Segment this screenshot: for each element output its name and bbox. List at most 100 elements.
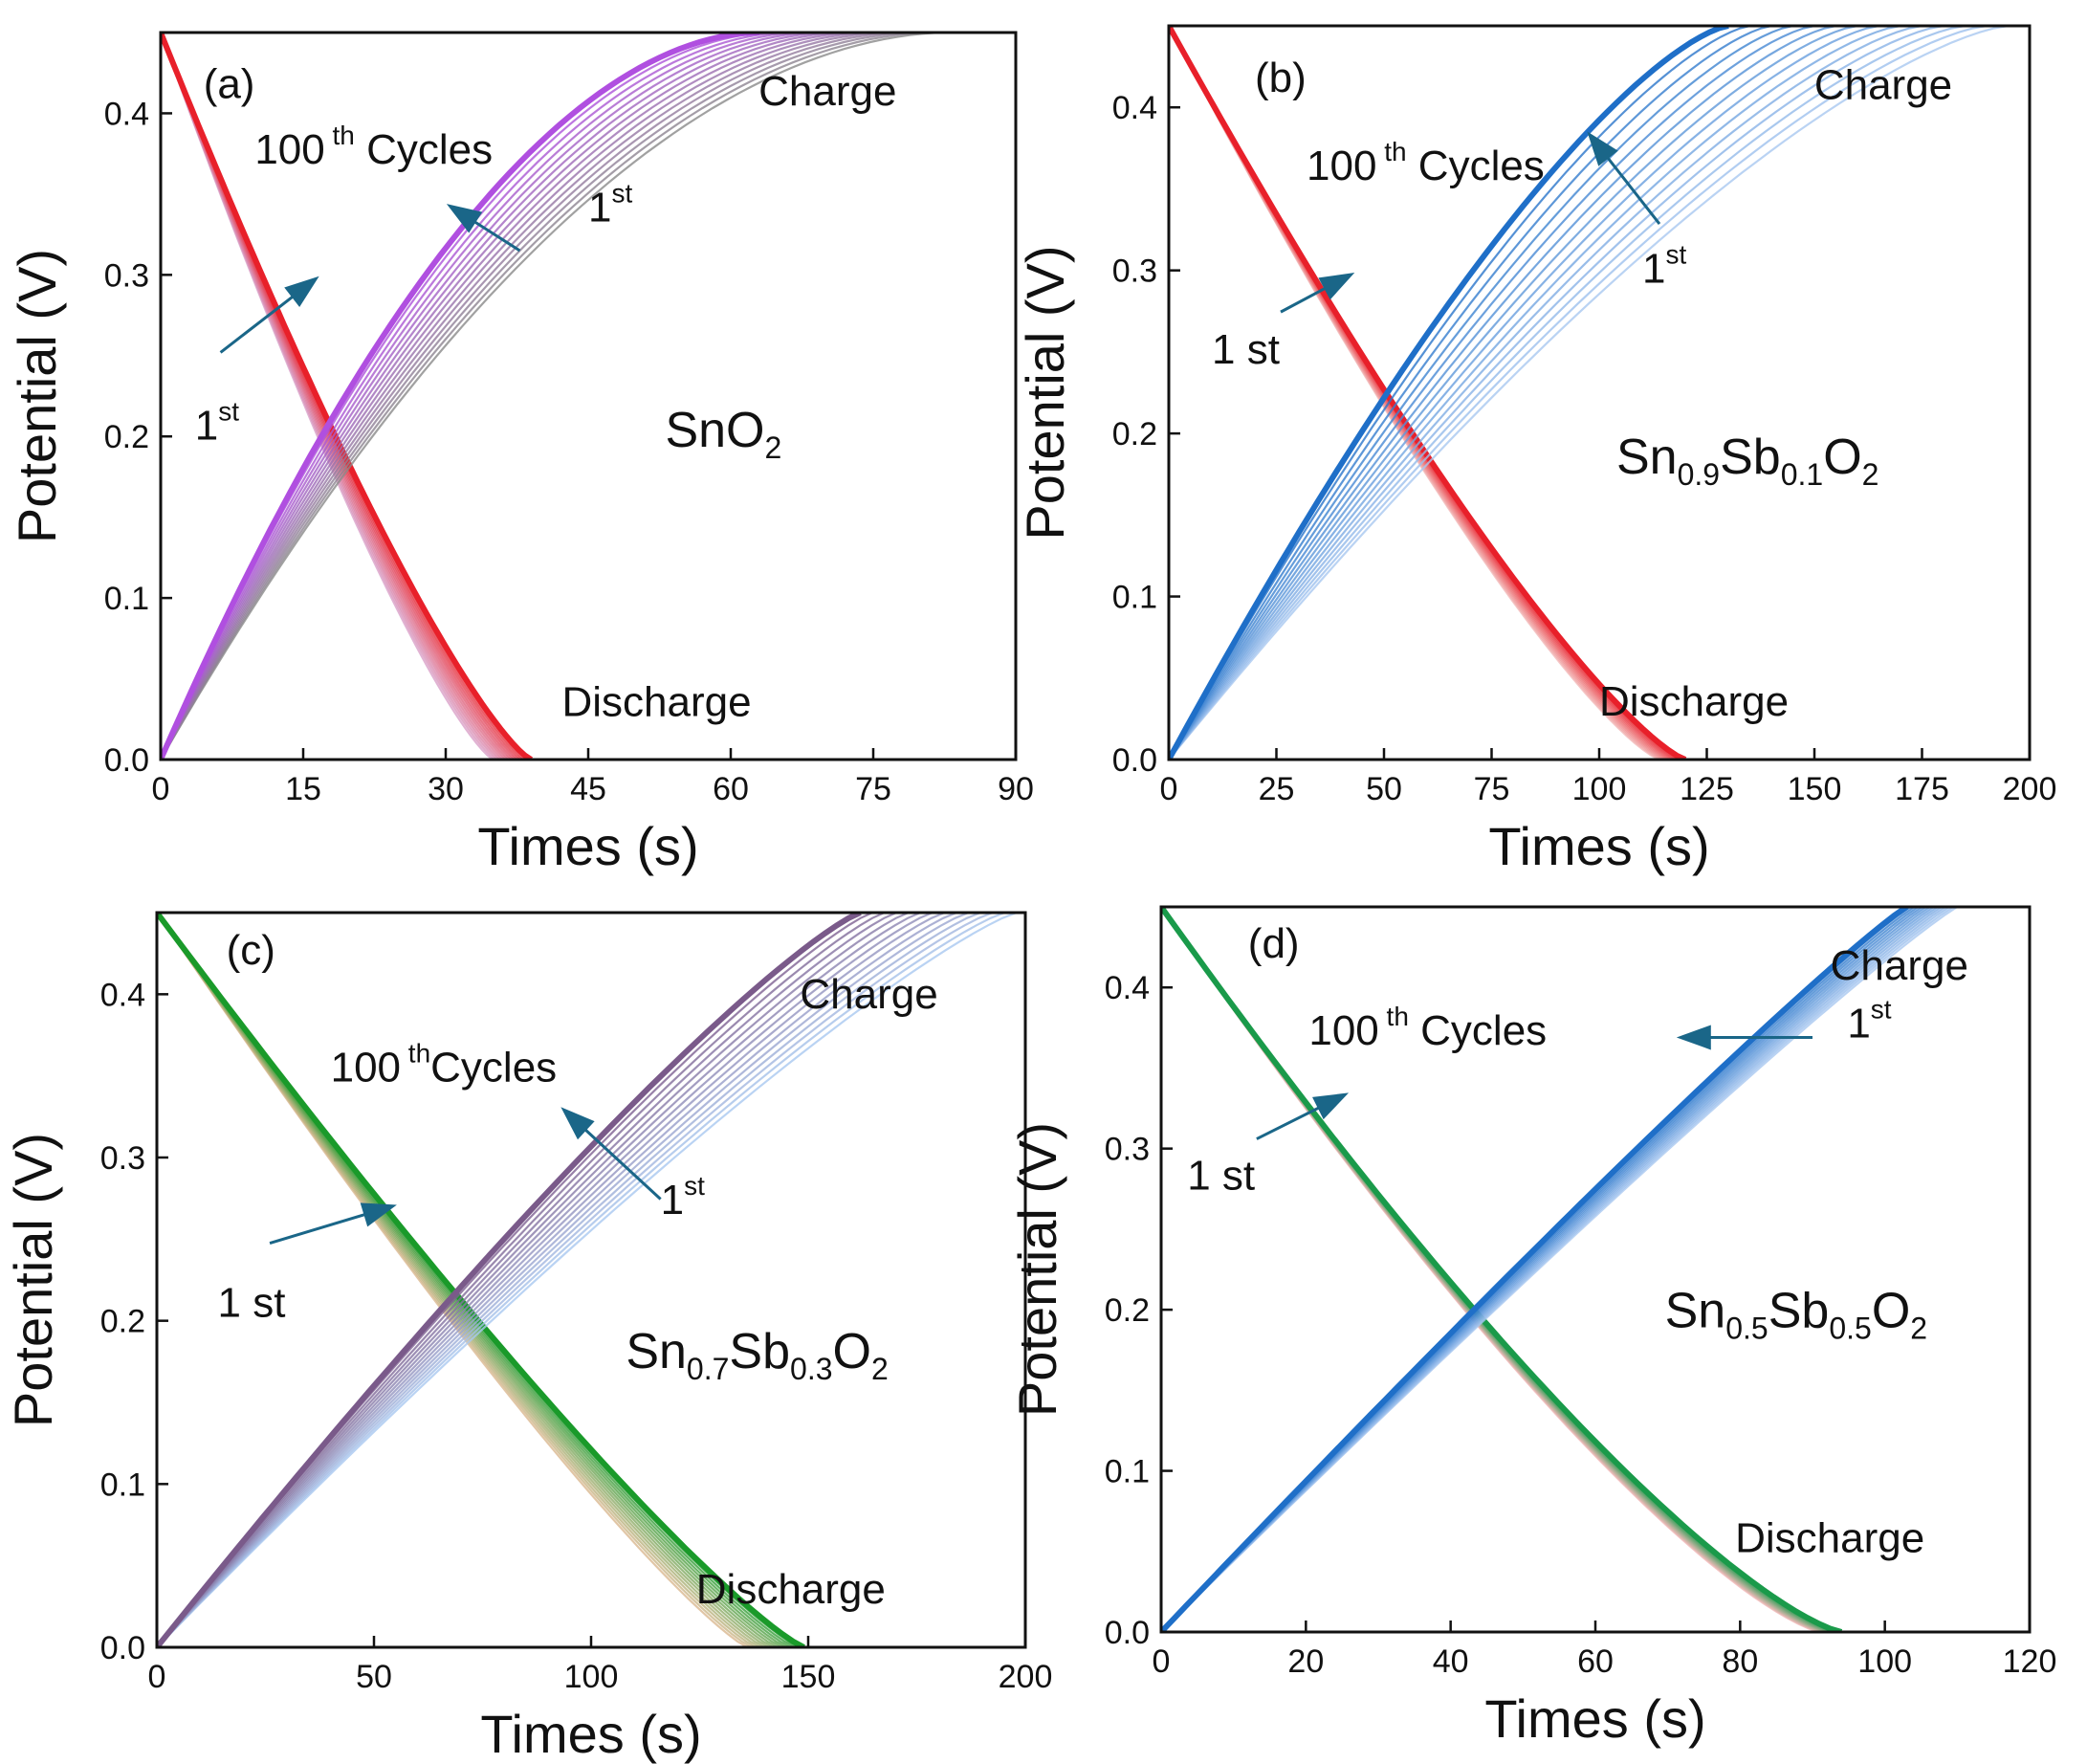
charge-curve-4 — [161, 33, 891, 760]
cycles-label: 100 th Cycles — [1308, 1002, 1547, 1054]
cycles-label-part-2: Cycles — [430, 1045, 557, 1091]
first-cycle-discharge-label: 1 st — [1187, 1153, 1255, 1200]
material-formula-part-4: O — [833, 1324, 871, 1379]
material-formula-part-0: Sn — [1616, 430, 1678, 485]
first-cycle-discharge-label: 1 st — [218, 1279, 286, 1326]
material-formula-part-1: 0.7 — [687, 1352, 729, 1386]
x-tick-label: 20 — [1287, 1643, 1324, 1680]
y-tick-label: 0.1 — [1112, 580, 1157, 616]
charge-curve-6 — [157, 913, 945, 1647]
charge-curve-11 — [1169, 26, 1772, 760]
first-cycle-charge-label-part-1: st — [611, 179, 632, 209]
y-tick-label: 0.2 — [100, 1304, 145, 1340]
plot-area — [1169, 26, 2009, 760]
material-formula-part-4: O — [1823, 430, 1861, 485]
charge-curve-12 — [1169, 26, 1750, 760]
charge-curve-9 — [157, 913, 910, 1647]
y-axis-title: Potential (V) — [1007, 1122, 1067, 1417]
charge-curve-3 — [1169, 26, 1944, 760]
charge-curve-7 — [161, 33, 847, 760]
x-tick-label: 80 — [1722, 1643, 1758, 1680]
discharge-curve-13 — [1169, 26, 1687, 760]
x-tick-label: 15 — [285, 771, 321, 807]
cycles-label-part-0: 100 — [254, 126, 324, 173]
panel-label: (b) — [1255, 55, 1307, 101]
charge-curve-2 — [157, 913, 994, 1647]
charge-curve-3 — [157, 913, 981, 1647]
x-tick-label: 100 — [564, 1659, 619, 1695]
panel-label: (c) — [227, 927, 275, 974]
material-formula-part-4: O — [1872, 1284, 1910, 1339]
panel-label: (a) — [204, 60, 255, 107]
material-formula-part-5: 2 — [1862, 457, 1879, 492]
panel-c: 0 50 100 150 200 0.0 0.1 0.2 0.3 0.4 Times (s) Pote… — [3, 911, 1053, 1764]
cycles-label-part-1: th — [1379, 1002, 1409, 1031]
material-formula-part-0: SnO — [665, 403, 764, 458]
y-tick-label: 0.0 — [1105, 1615, 1150, 1651]
panel-label: (d) — [1248, 920, 1300, 967]
charge-curve-5 — [161, 33, 877, 760]
y-tick-label: 0.0 — [104, 742, 149, 779]
charge-curve-11 — [157, 913, 886, 1647]
cycles-label-part-0: 100 — [331, 1045, 401, 1091]
first-cycle-charge-label-part-1: st — [1665, 239, 1686, 269]
first-cycle-charge-label: 1st — [1847, 994, 1891, 1047]
first-cycle-discharge-label: 1st — [195, 397, 239, 450]
plot-area — [161, 33, 950, 760]
charge-curve-11 — [161, 33, 789, 760]
charge-trend-arrow-head — [1587, 131, 1618, 166]
plot-area — [157, 913, 1018, 1647]
material-formula-part-3: 0.5 — [1829, 1312, 1871, 1346]
material-formula-part-3: 0.3 — [790, 1352, 832, 1386]
cycles-label-part-2: Cycles — [1407, 143, 1545, 189]
material-formula-part-0: Sn — [1665, 1284, 1726, 1339]
material-formula: Sn0.7Sb0.3O2 — [626, 1324, 888, 1386]
first-cycle-charge-label-part-1: st — [1871, 994, 1892, 1024]
x-tick-label: 45 — [570, 771, 606, 807]
material-formula: SnO2 — [665, 403, 781, 465]
first-cycle-discharge-label: 1 st — [1212, 326, 1280, 373]
y-axis-title: Potential (V) — [3, 1133, 63, 1427]
first-cycle-charge-label-part-0: 1 — [1847, 1000, 1870, 1047]
y-tick-label: 0.1 — [100, 1466, 145, 1503]
x-tick-label: 60 — [1577, 1643, 1614, 1680]
discharge-trend-arrow-head — [1312, 1092, 1350, 1120]
cycles-label-part-0: 100 — [1307, 143, 1376, 189]
x-tick-label: 200 — [999, 1659, 1053, 1695]
material-formula-part-1: 2 — [765, 430, 782, 465]
x-tick-label: 100 — [1572, 771, 1627, 807]
discharge-label: Discharge — [561, 678, 751, 725]
x-axis-title: Times (s) — [1484, 1688, 1705, 1749]
charge-curve-13 — [157, 913, 862, 1647]
y-tick-label: 0.4 — [1105, 970, 1150, 1006]
charge-curve-13 — [1169, 26, 1729, 760]
charge-curve-7 — [157, 913, 934, 1647]
first-cycle-charge-label-part-1: st — [684, 1171, 705, 1201]
x-tick-label: 60 — [713, 771, 749, 807]
material-formula-part-2: Sb — [729, 1324, 790, 1379]
y-tick-label: 0.1 — [104, 581, 149, 617]
discharge-trend-arrow-head — [360, 1202, 397, 1227]
charge-curve-13 — [161, 33, 759, 760]
panel-d: 0 20 40 60 80 100 120 0.0 0.1 0.2 0.3 0.4 Times (s) P… — [1007, 905, 2056, 1749]
y-tick-label: 0.3 — [1112, 254, 1157, 290]
y-tick-label: 0.4 — [1112, 90, 1157, 126]
y-tick-label: 0.1 — [1105, 1454, 1150, 1490]
charge-label: Charge — [800, 971, 937, 1018]
y-tick-label: 0.2 — [104, 419, 149, 455]
y-tick-label: 0.0 — [1112, 742, 1157, 779]
first-cycle-charge-label-part-0: 1 — [1642, 245, 1665, 292]
material-formula-part-0: Sn — [626, 1324, 687, 1379]
cycles-label-part-1: th — [1376, 137, 1406, 166]
cycles-label-part-2: Cycles — [1409, 1007, 1547, 1054]
y-tick-label: 0.3 — [104, 257, 149, 294]
cycles-label: 100 thCycles — [331, 1039, 558, 1091]
panel-b: 0 25 50 75 100 125 150 175 200 0.0 0.1 0.2 0.3 0.4 Tim… — [1015, 24, 2056, 876]
charge-label: Charge — [1831, 942, 1968, 989]
y-tick-label: 0.2 — [1112, 416, 1157, 452]
x-axis-title: Times (s) — [1488, 816, 1709, 876]
material-formula-part-3: 0.1 — [1781, 457, 1823, 492]
y-axis-title: Potential (V) — [1015, 245, 1075, 540]
cycles-label-part-1: th — [325, 121, 355, 150]
x-tick-label: 0 — [148, 1659, 166, 1695]
